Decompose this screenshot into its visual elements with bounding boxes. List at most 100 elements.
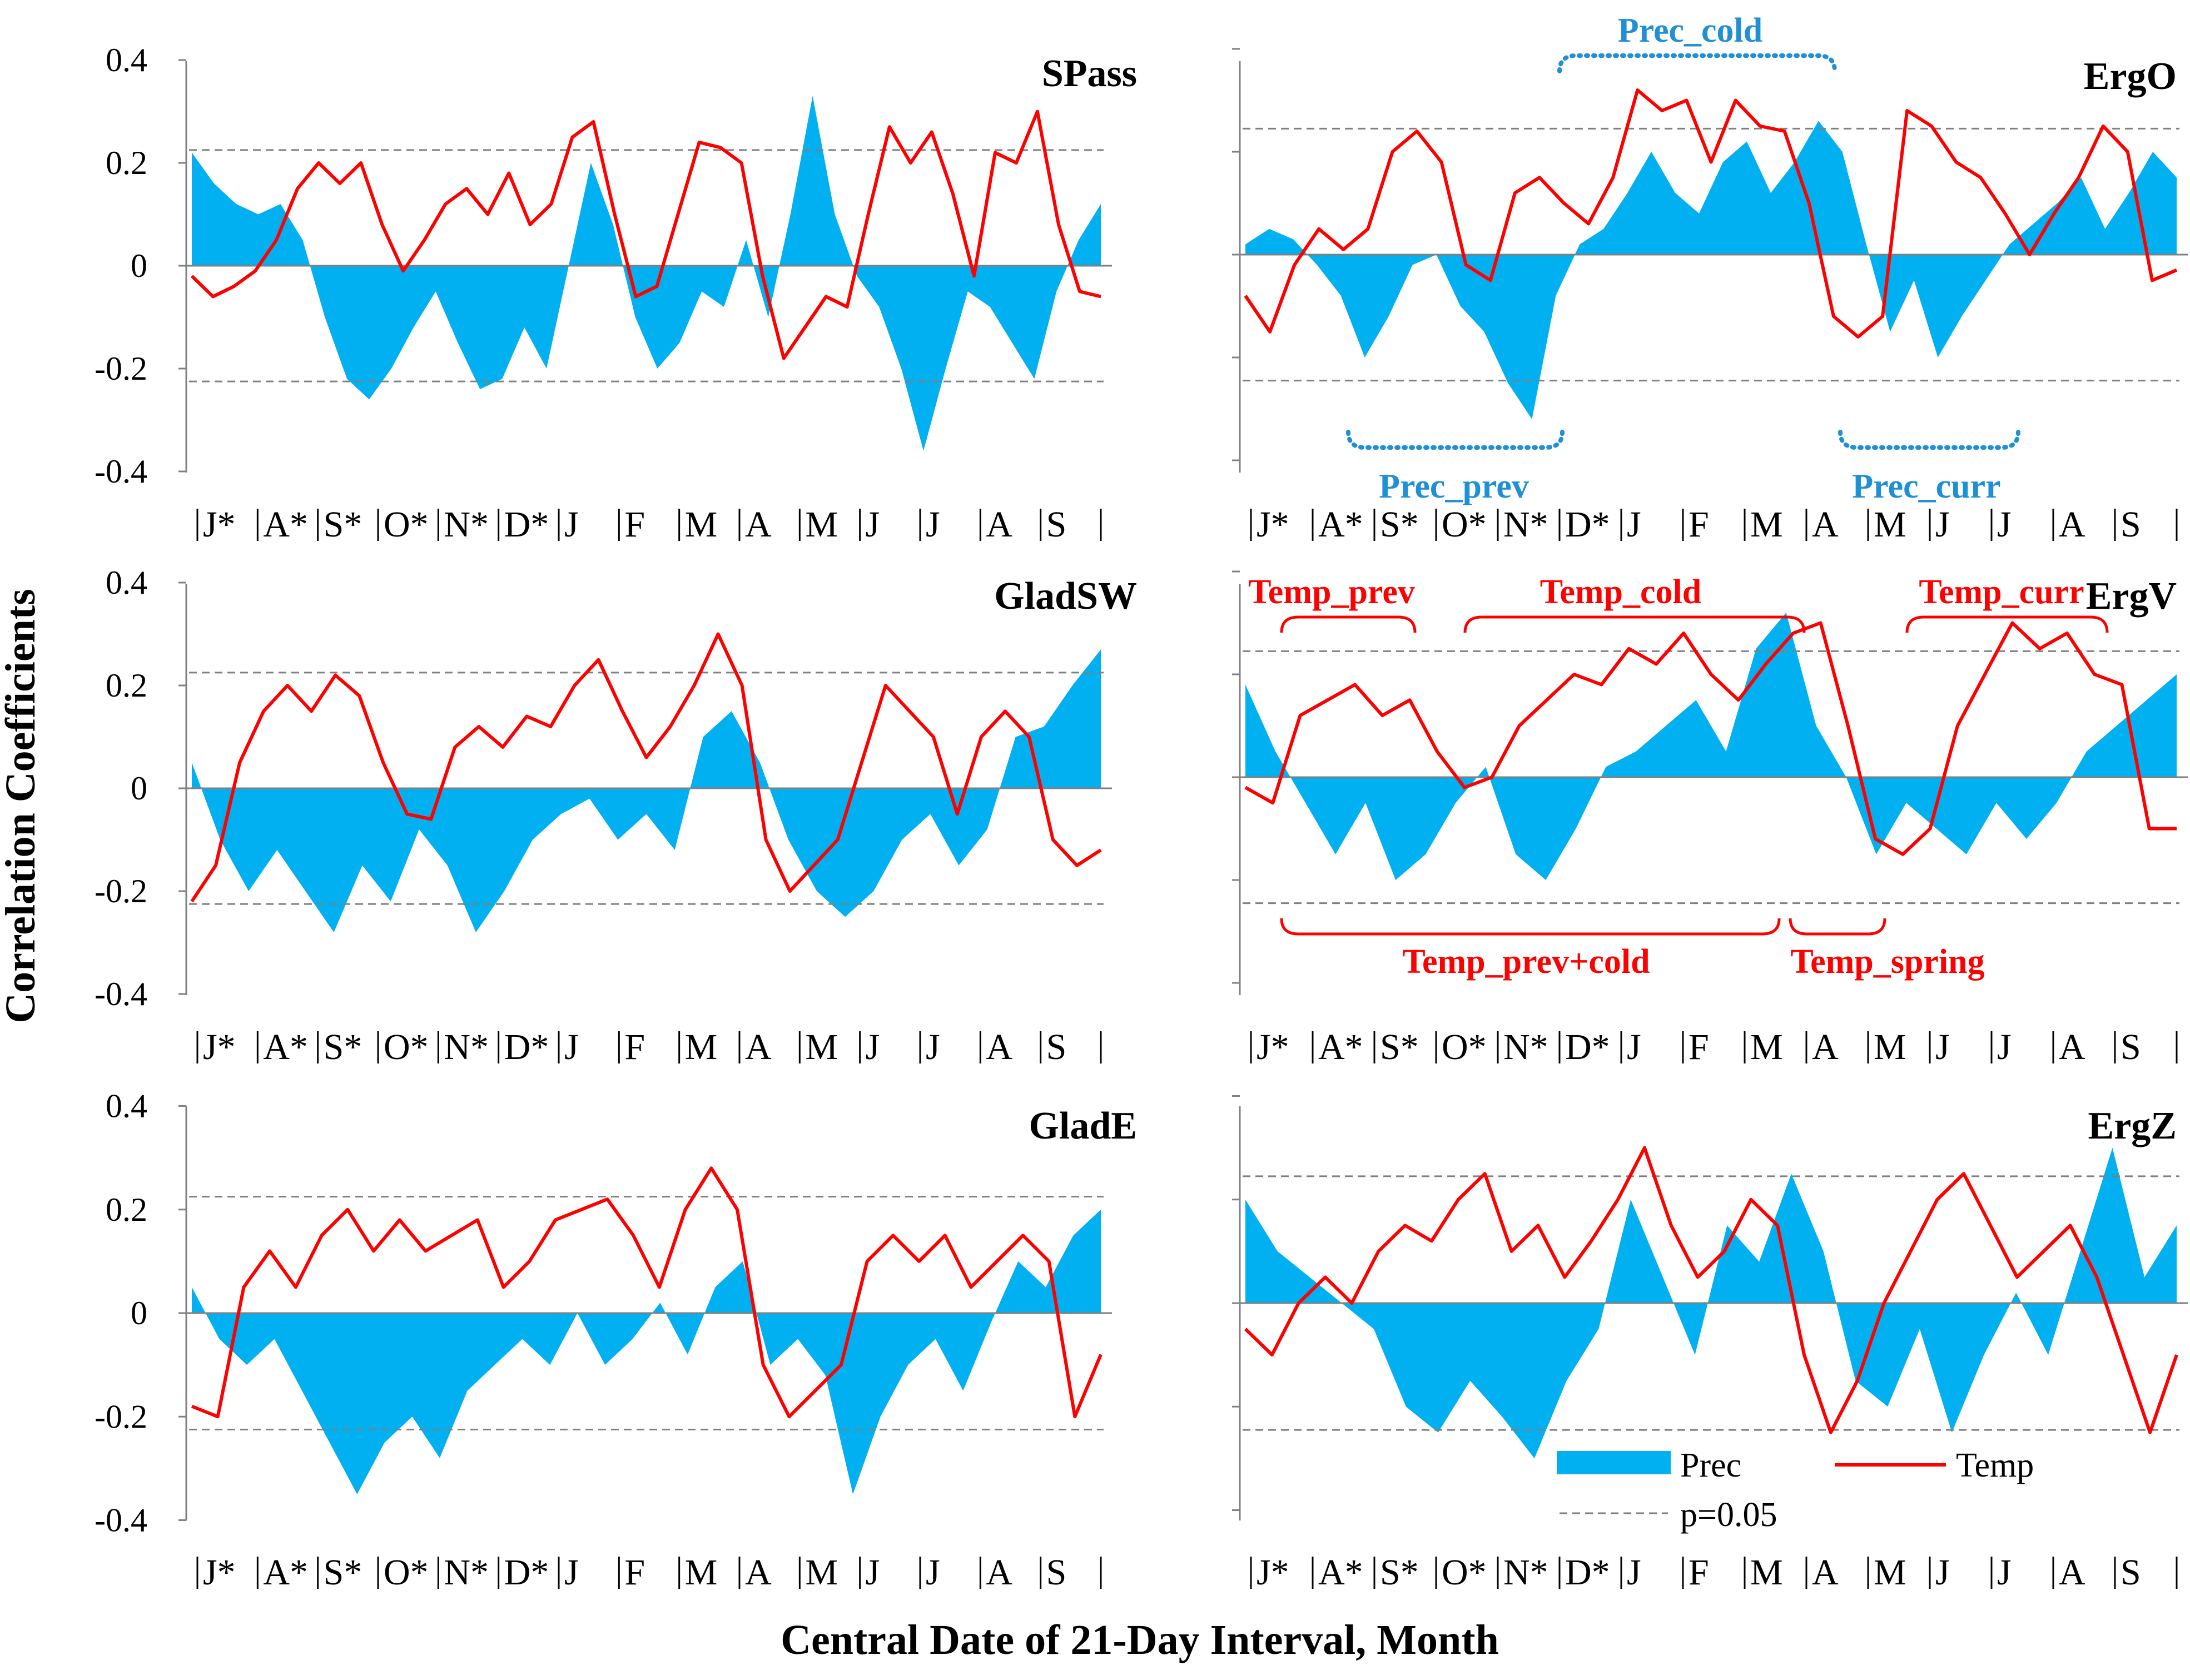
annotation-temp-cold: Temp_cold [1540,573,1702,611]
month-label: S* [324,1552,362,1593]
prec-prev-bracket [1346,430,1565,450]
month-label: S* [324,504,362,545]
y-tick-label: 0.2 [106,667,147,704]
panel-title: GladE [1029,1105,1137,1147]
y-tick-label: 0 [131,1295,147,1331]
month-label: N* [1503,1027,1548,1067]
panel-title: SPass [1042,52,1137,95]
month-label: M [1750,1027,1783,1067]
month-label: F [1689,504,1709,545]
month-label: A* [1318,1552,1363,1593]
temp-line [1244,621,2177,856]
y-tick-label: -0.2 [95,873,147,909]
prec-area [1245,613,2177,880]
month-label: O* [1442,1552,1487,1593]
month-label: J [866,1027,880,1067]
month-label: A* [1318,504,1363,545]
month-label: J* [1257,504,1289,545]
month-label: M [1874,1552,1906,1593]
month-label: S [1046,504,1067,545]
month-label: S [2121,1552,2141,1593]
month-label: S* [1380,1552,1419,1593]
temp-spring-bracket [1789,918,1886,936]
month-label: J [1935,504,1950,545]
month-label: J* [1257,1552,1289,1593]
prec-cold-bracket [1557,53,1837,73]
legend-prec-label: Prec [1680,1447,1741,1484]
month-label: D* [504,504,549,545]
y-axis-label: Correlation Coefficients [0,589,44,1023]
month-label: J [866,1552,880,1593]
month-label: J [564,504,579,545]
month-label: J [1997,1552,2012,1593]
annotation-temp-prev: Temp_prev [1248,573,1415,611]
prec-area [1245,121,2177,419]
prec-area [192,649,1101,932]
month-label: N* [1503,504,1548,545]
y-tick-label: 0 [131,770,147,807]
month-label: M [685,504,718,545]
month-label: J [564,1552,579,1593]
month-label: N* [444,1552,489,1593]
month-label: A [1812,504,1839,545]
panel-title: ErgV [2086,575,2177,618]
month-label: O* [384,1552,429,1593]
month-label: J [1627,504,1641,545]
y-tick-label: 0.2 [106,1191,147,1228]
annotation-temp-spring: Temp_spring [1790,943,1984,981]
panel-title: ErgO [2084,55,2177,98]
month-label: D* [504,1027,549,1067]
month-label: F [624,1552,645,1593]
month-label: A [745,1552,772,1593]
month-label: A [1812,1552,1839,1593]
month-label: D* [1565,1552,1610,1593]
y-tick-label: 0.4 [106,564,147,601]
month-label: F [1689,1027,1709,1067]
month-label: F [624,1027,645,1067]
month-label: N* [1503,1552,1548,1593]
temp-line [190,110,1101,360]
temp-prev-bracket [1280,615,1417,633]
month-label: F [624,504,645,545]
month-label: A* [1318,1027,1363,1067]
month-label: S* [324,1027,362,1067]
month-label: A [2059,1027,2085,1067]
y-tick-label: -0.4 [95,976,147,1012]
month-label: J* [203,1027,236,1067]
y-tick-label: -0.4 [95,453,147,490]
month-label: M [685,1552,718,1593]
month-label: S [1046,1027,1067,1067]
month-label: M [1874,1027,1906,1067]
temp-curr-bracket [1905,615,2109,633]
temp-line [191,1166,1103,1419]
annotation-prec-cold: Prec_cold [1618,12,1763,49]
prec-curr-bracket [1838,430,2020,450]
temp-cold-bracket [1463,615,1806,633]
month-label: J [1935,1552,1950,1593]
month-label: M [805,1027,838,1067]
month-label: S [1046,1552,1067,1593]
month-label: J [1997,1027,2012,1067]
month-label: S* [1380,504,1419,545]
legend-temp-label: Temp [1956,1447,2034,1484]
month-label: A [986,504,1012,545]
y-tick-label: -0.4 [95,1502,147,1539]
month-label: M [1874,504,1906,545]
month-label: A* [263,1552,308,1593]
annotation-prec-curr: Prec_curr [1852,468,2000,505]
month-label: M [685,1027,718,1067]
month-label: S [2121,1027,2141,1067]
x-axis-label: Central Date of 21-Day Interval, Month [781,1617,1499,1663]
month-label: A [986,1552,1012,1593]
annotation-temp-curr: Temp_curr [1919,573,2084,611]
month-label: N* [444,1027,489,1067]
month-label: J [866,504,880,545]
month-label: S [2121,504,2141,545]
y-tick-label: 0.4 [106,1088,147,1125]
legend-prec-swatch [1557,1451,1671,1474]
y-tick-label: -0.2 [95,350,147,387]
temp-line [1244,88,2178,339]
